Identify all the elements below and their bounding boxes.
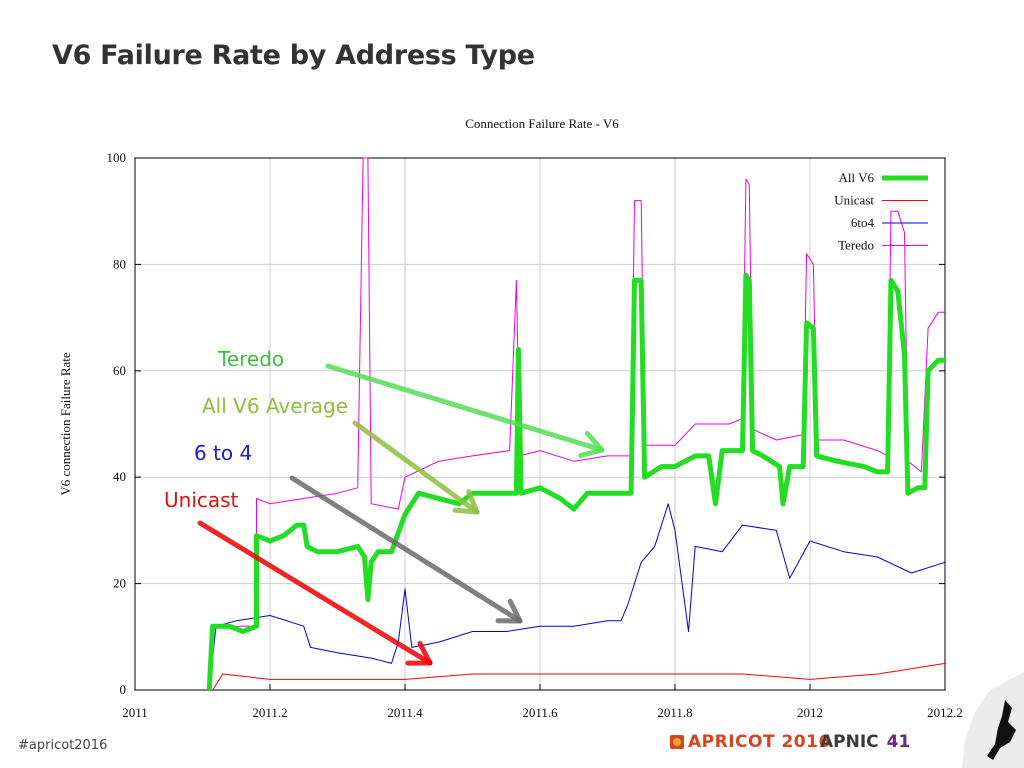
footer-hashtag: #apricot2016: [18, 738, 108, 753]
map-background: [962, 672, 1024, 768]
legend-label: 6to4: [851, 215, 875, 230]
x-tick-label: 2011.2: [252, 705, 287, 720]
series-line-teredo: [208, 157, 945, 691]
apnic-logo-text: APNIC: [820, 732, 879, 752]
legend-label: Teredo: [838, 238, 874, 253]
all-v6-arrow: [352, 420, 480, 515]
series-line-unicast: [212, 662, 946, 691]
chart-title: Connection Failure Rate - V6: [465, 116, 619, 131]
y-tick-label: 80: [113, 256, 126, 271]
new-zealand-map-icon: [987, 700, 1016, 760]
x-tick-label: 2011.6: [522, 705, 558, 720]
series-line-all-v6: [206, 272, 945, 691]
annotation-label: Teredo: [217, 347, 284, 371]
apnic-logo: APNIC 41: [820, 730, 910, 754]
legend-label: Unicast: [834, 193, 874, 208]
y-tick-label: 0: [120, 682, 127, 697]
y-tick-label: 60: [113, 363, 126, 378]
all-v6-arrow-head: [452, 489, 480, 515]
unicast-arrow: [197, 520, 433, 666]
teredo-arrow-head: [578, 431, 605, 458]
slide-title: V6 Failure Rate by Address Type: [52, 40, 535, 71]
six-to-four-arrow: [289, 475, 523, 624]
y-tick-label: 40: [113, 469, 126, 484]
annotation-label: 6 to 4: [194, 441, 252, 465]
x-tick-label: 2011.8: [657, 705, 692, 720]
apricot-logo: APRICOT 2016: [670, 730, 831, 754]
legend-label: All V6: [838, 170, 874, 185]
x-tick-label: 2011: [122, 705, 148, 720]
y-tick-label: 100: [107, 150, 127, 165]
apricot-logo-text: APRICOT 2016: [688, 732, 831, 752]
teredo-arrow: [325, 363, 605, 453]
annotation-label: Unicast: [164, 488, 239, 512]
annotation-label: All V6 Average: [202, 394, 348, 418]
y-tick-label: 20: [113, 576, 126, 591]
six-to-four-arrow-head: [495, 598, 523, 624]
x-tick-label: 2011.4: [387, 705, 423, 720]
series-line-6to4: [208, 503, 946, 691]
unicast-arrow-head: [405, 640, 433, 666]
y-axis-label: V6 connection Failure Rate: [58, 352, 73, 496]
x-tick-label: 2012.2: [927, 705, 963, 720]
apricot-mark-icon: [670, 735, 684, 749]
apnic-logo-number: 41: [886, 732, 911, 752]
x-tick-label: 2012: [797, 705, 823, 720]
